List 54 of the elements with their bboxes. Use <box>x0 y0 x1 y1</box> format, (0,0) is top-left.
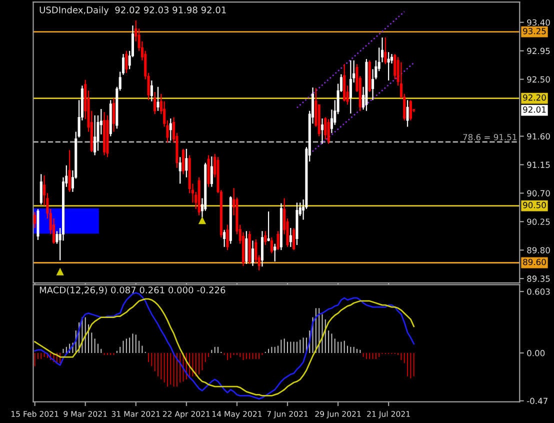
y-tick-label: 89.35 <box>527 276 550 282</box>
candlestick <box>226 224 229 251</box>
candlestick <box>252 240 254 266</box>
candlestick <box>264 230 267 246</box>
candlestick <box>40 174 42 206</box>
ref-line-label: 92.20 <box>523 94 546 101</box>
y-tick-label: 92.50 <box>527 76 550 83</box>
candlestick <box>150 80 153 102</box>
y-tick-label: 0.00 <box>527 350 545 356</box>
y-tick-label: 90.70 <box>527 190 550 196</box>
candlestick <box>406 100 409 128</box>
y-tick-label: 93.40 <box>527 19 550 26</box>
candlestick <box>327 118 330 144</box>
candlestick <box>409 100 412 121</box>
chart-title: USDIndex,Daily 92.02 92.03 91.98 92.01 <box>40 6 226 16</box>
candlestick <box>260 230 264 268</box>
y-tick-label: 91.15 <box>527 162 550 168</box>
candlestick <box>94 114 96 156</box>
candlestick <box>182 148 185 175</box>
candlestick <box>320 118 324 144</box>
candlestick <box>387 52 390 82</box>
ref-line-label: 93.25 <box>523 28 546 34</box>
y-tick-label: 91.60 <box>527 133 550 140</box>
y-tick-label: 92.95 <box>527 48 550 54</box>
y-tick-label: 89.80 <box>527 247 550 254</box>
candlestick <box>223 229 226 248</box>
candlestick <box>112 98 116 132</box>
candlestick <box>276 230 280 251</box>
ref-line-label: 89.60 <box>523 258 546 266</box>
candlestick <box>292 227 296 251</box>
candlestick <box>274 243 276 262</box>
candlestick <box>68 150 71 192</box>
candlestick <box>169 118 172 142</box>
candlestick <box>210 156 213 188</box>
candlestick <box>34 212 36 229</box>
candlestick <box>384 36 387 65</box>
candlestick <box>324 116 327 140</box>
ref-line-label: 78.6 = 91.51 <box>463 134 516 140</box>
candlestick <box>185 148 188 178</box>
candlestick <box>245 230 248 265</box>
ref-line-label: 90.50 <box>523 202 546 208</box>
y-tick-label: 90.25 <box>527 218 550 225</box>
y-tick-label: -0.47 <box>527 398 548 404</box>
candlestick <box>349 60 352 114</box>
candlestick <box>125 50 128 74</box>
annotation: 92.01 <box>523 106 546 113</box>
candlestick <box>270 236 273 254</box>
candlestick <box>154 91 156 115</box>
candlestick <box>267 210 270 242</box>
candlestick <box>178 156 182 184</box>
candlestick <box>156 86 160 112</box>
y-tick-label: 0.603 <box>527 288 550 295</box>
chart-title: MACD(12,26,9) 0.087 0.261 0.000 -0.226 <box>40 286 226 294</box>
candlestick <box>289 227 292 248</box>
